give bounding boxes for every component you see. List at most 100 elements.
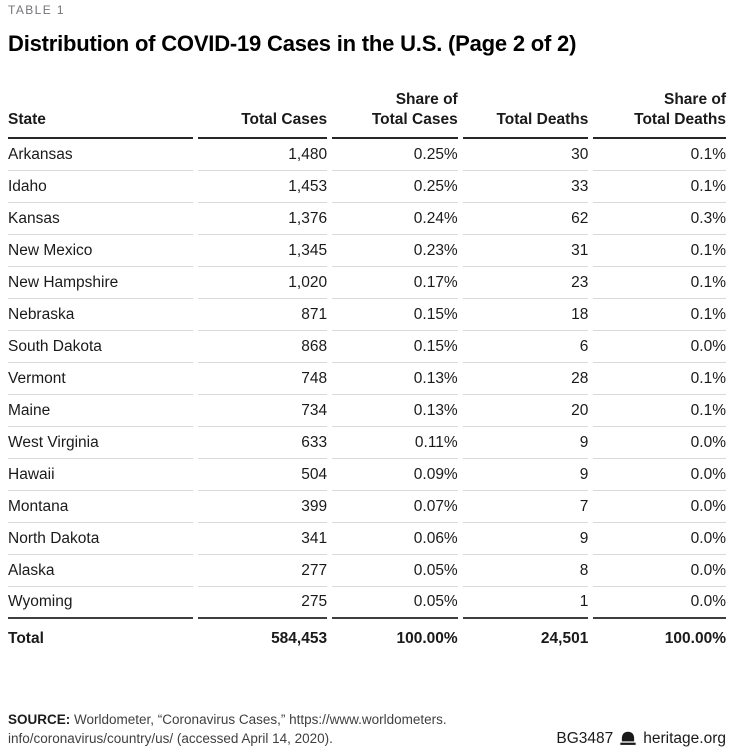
source-line2: info/coronavirus/country/us/ (accessed A…	[8, 731, 333, 746]
value-cell: 0.13%	[332, 363, 458, 395]
column-header: State	[8, 90, 193, 139]
value-cell: 18	[462, 299, 589, 331]
source-text: Worldometer, “Coronavirus Cases,” https:…	[70, 712, 447, 727]
doc-id: BG3487	[556, 730, 614, 747]
value-cell: 0.0%	[593, 523, 726, 555]
value-cell: 0.1%	[593, 139, 726, 171]
table-row: West Virginia 633 0.11% 9 0.0%	[8, 427, 726, 459]
state-cell: Alaska	[8, 555, 193, 587]
table-row: Wyoming 275 0.05% 1 0.0%	[8, 587, 726, 619]
value-cell: 871	[197, 299, 328, 331]
value-cell: 0.1%	[593, 395, 726, 427]
value-cell: 9	[462, 523, 589, 555]
value-cell: 0.1%	[593, 267, 726, 299]
total-value-cell: 584,453	[271, 630, 328, 647]
value-cell: 0.23%	[332, 235, 458, 267]
value-cell: 0.15%	[332, 299, 458, 331]
table-body: Arkansas 1,480 0.25% 30 0.1% Idaho 1,453 0.25% 3…	[8, 139, 726, 619]
state-cell: South Dakota	[8, 331, 193, 363]
value-cell: 399	[197, 491, 328, 523]
column-header: Share of Total Cases	[332, 90, 458, 139]
table-row: New Hampshire 1,020 0.17% 23 0.1%	[8, 267, 726, 299]
state-cell: Arkansas	[8, 139, 193, 171]
value-cell: 0.24%	[332, 203, 458, 235]
table-row: Idaho 1,453 0.25% 33 0.1%	[8, 171, 726, 203]
value-cell: 62	[462, 203, 589, 235]
header-row: State Total Cases Share of Total Cases Tota…	[8, 90, 726, 139]
value-cell: 0.1%	[593, 171, 726, 203]
total-label-cell: Total	[8, 630, 44, 647]
table-row: South Dakota 868 0.15% 6 0.0%	[8, 331, 726, 363]
value-cell: 30	[462, 139, 589, 171]
value-cell: 0.25%	[332, 139, 458, 171]
doc-info: BG3487 heritage.org	[556, 729, 726, 748]
page-title: Distribution of COVID-19 Cases in the U.…	[8, 31, 577, 56]
source-label: SOURCE:	[8, 712, 71, 727]
value-cell: 0.0%	[593, 331, 726, 363]
state-cell: Wyoming	[8, 587, 193, 619]
state-cell: Idaho	[8, 171, 193, 203]
value-cell: 0.05%	[332, 555, 458, 587]
total-value-cell: 24,501	[540, 630, 589, 647]
value-cell: 1,480	[197, 139, 328, 171]
source-note: SOURCE: Worldometer, “Coronavirus Cases,…	[8, 710, 447, 748]
value-cell: 31	[462, 235, 589, 267]
total-value-cell: 100.00%	[396, 630, 458, 647]
covid-cases-table: State Total Cases Share of Total Cases Tota…	[3, 90, 731, 660]
value-cell: 6	[462, 331, 589, 363]
state-cell: Hawaii	[8, 459, 193, 491]
column-header: Share of Total Deaths	[593, 90, 726, 139]
column-header: Total Deaths	[462, 90, 589, 139]
table-row: Maine 734 0.13% 20 0.1%	[8, 395, 726, 427]
value-cell: 28	[462, 363, 589, 395]
value-cell: 1,376	[197, 203, 328, 235]
liberty-bell-icon	[620, 731, 636, 746]
table-row: Kansas 1,376 0.24% 62 0.3%	[8, 203, 726, 235]
state-cell: Montana	[8, 491, 193, 523]
table-row: Montana 399 0.07% 7 0.0%	[8, 491, 726, 523]
value-cell: 23	[462, 267, 589, 299]
value-cell: 0.13%	[332, 395, 458, 427]
state-cell: West Virginia	[8, 427, 193, 459]
value-cell: 0.0%	[593, 587, 726, 619]
value-cell: 633	[197, 427, 328, 459]
value-cell: 8	[462, 555, 589, 587]
table-row: Hawaii 504 0.09% 9 0.0%	[8, 459, 726, 491]
value-cell: 0.11%	[332, 427, 458, 459]
value-cell: 1	[462, 587, 589, 619]
value-cell: 7	[462, 491, 589, 523]
table-header: State Total Cases Share of Total Cases Tota…	[8, 90, 726, 139]
table-label: TABLE 1	[8, 3, 65, 17]
value-cell: 504	[197, 459, 328, 491]
state-cell: North Dakota	[8, 523, 193, 555]
table-row: North Dakota 341 0.06% 9 0.0%	[8, 523, 726, 555]
table-row: Arkansas 1,480 0.25% 30 0.1%	[8, 139, 726, 171]
value-cell: 341	[197, 523, 328, 555]
value-cell: 0.0%	[593, 491, 726, 523]
footer: SOURCE: Worldometer, “Coronavirus Cases,…	[8, 710, 726, 748]
table-row: New Mexico 1,345 0.23% 31 0.1%	[8, 235, 726, 267]
value-cell: 0.07%	[332, 491, 458, 523]
column-header: Total Cases	[197, 90, 328, 139]
source-line1: SOURCE: Worldometer, “Coronavirus Cases,…	[8, 712, 447, 727]
value-cell: 0.15%	[332, 331, 458, 363]
value-cell: 275	[197, 587, 328, 619]
value-cell: 1,345	[197, 235, 328, 267]
value-cell: 0.3%	[593, 203, 726, 235]
value-cell: 0.0%	[593, 427, 726, 459]
value-cell: 0.25%	[332, 171, 458, 203]
value-cell: 1,020	[197, 267, 328, 299]
value-cell: 1,453	[197, 171, 328, 203]
value-cell: 9	[462, 427, 589, 459]
value-cell: 0.0%	[593, 555, 726, 587]
table-row: Vermont 748 0.13% 28 0.1%	[8, 363, 726, 395]
total-row: Total 584,453 100.00% 24,501 100.00%	[8, 619, 726, 660]
value-cell: 0.06%	[332, 523, 458, 555]
table-row: Nebraska 871 0.15% 18 0.1%	[8, 299, 726, 331]
state-cell: New Mexico	[8, 235, 193, 267]
state-cell: New Hampshire	[8, 267, 193, 299]
value-cell: 0.09%	[332, 459, 458, 491]
site-label: heritage.org	[643, 730, 726, 747]
state-cell: Kansas	[8, 203, 193, 235]
